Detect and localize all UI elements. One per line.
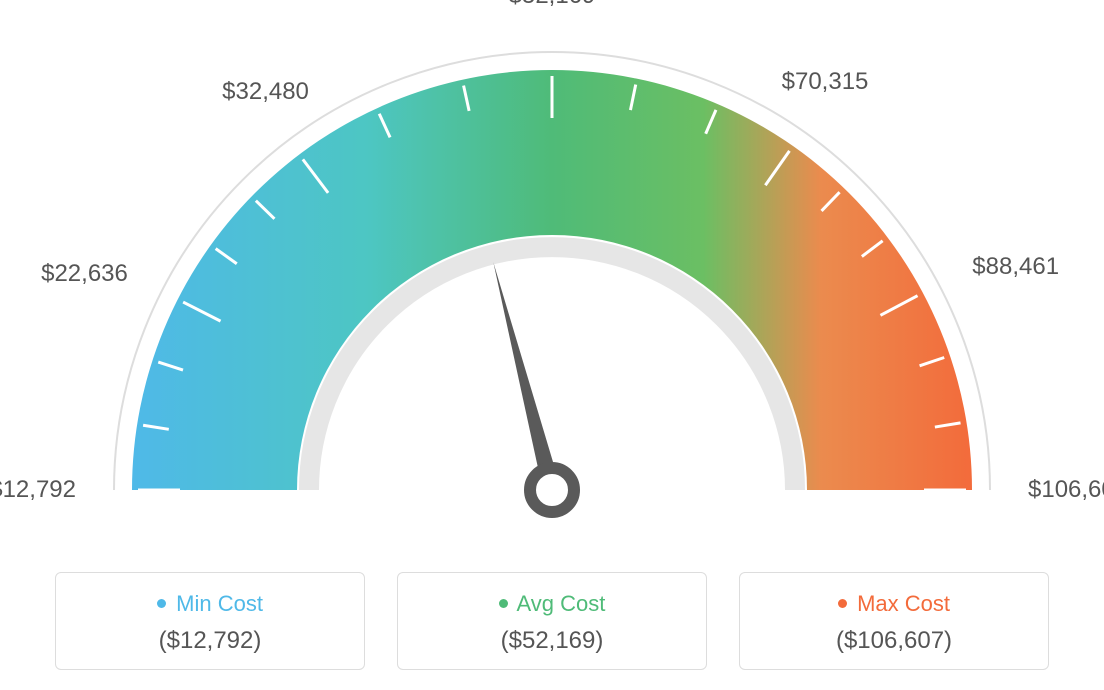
legend-card-avg: Avg Cost ($52,169) xyxy=(397,572,707,670)
legend-value-max: ($106,607) xyxy=(750,627,1038,655)
gauge-tick-label: $70,315 xyxy=(782,68,869,96)
gauge-svg xyxy=(0,0,1104,540)
legend-title-avg: Avg Cost xyxy=(408,591,696,617)
legend-label-min: Min Cost xyxy=(176,591,263,616)
legend-dot-max xyxy=(838,599,847,608)
legend-row: Min Cost ($12,792) Avg Cost ($52,169) Ma… xyxy=(0,572,1104,670)
legend-card-max: Max Cost ($106,607) xyxy=(739,572,1049,670)
gauge-chart: $12,792 $22,636 $32,480 $52,169 $70,315 $88,4… xyxy=(0,0,1104,540)
legend-label-max: Max Cost xyxy=(857,591,950,616)
legend-value-avg: ($52,169) xyxy=(408,627,696,655)
legend-dot-avg xyxy=(499,599,508,608)
legend-title-min: Min Cost xyxy=(66,591,354,617)
gauge-tick-label: $88,461 xyxy=(972,253,1059,281)
gauge-tick-label: $52,169 xyxy=(509,0,596,10)
legend-card-min: Min Cost ($12,792) xyxy=(55,572,365,670)
gauge-tick-label: $22,636 xyxy=(41,260,128,288)
gauge-tick-label: $106,607 xyxy=(1028,476,1104,504)
gauge-tick-label: $12,792 xyxy=(0,476,76,504)
legend-value-min: ($12,792) xyxy=(66,627,354,655)
gauge-tick-label: $32,480 xyxy=(222,78,309,106)
legend-dot-min xyxy=(157,599,166,608)
legend-label-avg: Avg Cost xyxy=(517,591,606,616)
legend-title-max: Max Cost xyxy=(750,591,1038,617)
